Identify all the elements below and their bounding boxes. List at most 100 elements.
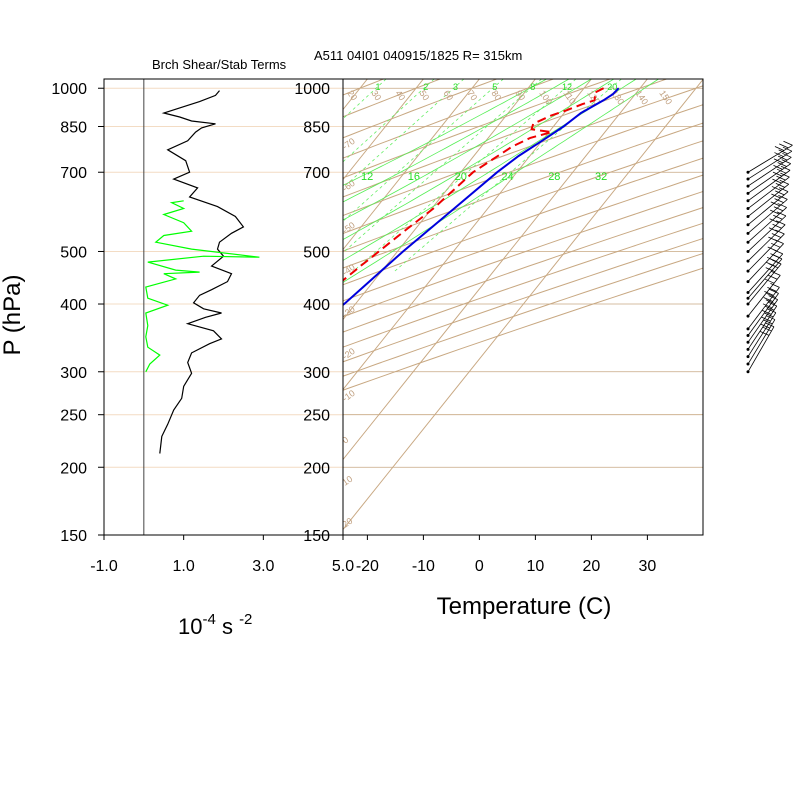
wind-barb-staff: [747, 287, 780, 330]
wind-barb-flag: [782, 152, 792, 158]
wind-barb-flag: [772, 178, 782, 184]
wind-barb-dot: [746, 340, 750, 344]
wind-barb-dot: [746, 370, 750, 374]
dry-adiabat: [343, 79, 667, 198]
skewt-x-tick-label: 20: [582, 558, 600, 575]
wind-barb-flag: [763, 319, 773, 325]
isotherm-line: [343, 79, 703, 531]
wind-barb-flag: [776, 211, 787, 217]
wind-barb-staff: [747, 299, 779, 343]
unit-exp2: -2: [239, 611, 252, 628]
mixing-ratio-line: [343, 79, 435, 163]
wind-barb-flag: [772, 171, 783, 177]
wind-barb-flag: [771, 186, 782, 191]
wind-barb-staff: [747, 326, 775, 372]
dry-adiabat: [343, 79, 497, 139]
wind-barb-flag: [778, 195, 788, 200]
wind-barb-dot: [746, 199, 750, 203]
left-y-tick-label: 850: [60, 120, 87, 137]
dry-adiabat-label: 20: [345, 88, 359, 102]
dry-adiabat: [343, 267, 703, 391]
mixing-ratio-line: [343, 79, 542, 254]
wind-barb-flag: [767, 287, 777, 292]
wind-barb-dot: [746, 296, 750, 300]
wind-barb-flag: [770, 201, 780, 207]
left-y-tick-label: 200: [60, 460, 87, 477]
right-y-tick-label: 300: [303, 365, 330, 382]
dry-adiabat-label: 80: [489, 88, 503, 102]
dry-adiabat-label: 40: [393, 88, 407, 102]
moist-adiabat: [343, 79, 570, 203]
left-x-tick-label: 1.0: [173, 558, 195, 575]
wind-barb-dot: [746, 302, 750, 306]
left-y-tick-label: 400: [60, 297, 87, 314]
right-y-tick-label: 400: [303, 297, 330, 314]
wind-barb-flag: [768, 274, 778, 280]
wind-barb-flag: [773, 164, 783, 170]
wind-barb-dot: [746, 191, 750, 195]
wind-barb-flag: [759, 331, 770, 336]
isotherm-label: 10: [340, 474, 354, 488]
isotherm-line: [0, 79, 255, 535]
left-x-tick-label: 3.0: [252, 558, 274, 575]
wind-barb-staff: [747, 144, 793, 173]
dry-adiabat: [343, 85, 703, 217]
wind-barb-staff: [747, 305, 778, 350]
wind-barb-staff: [747, 263, 782, 305]
wind-barb-staff: [747, 150, 793, 180]
right-y-tick-label: 1000: [294, 81, 330, 98]
right-y-tick-label: 850: [303, 120, 330, 137]
left-y-tick-label: 1000: [51, 81, 87, 98]
wind-barb-flag: [775, 220, 786, 226]
mixing-ratio-label: 3: [453, 82, 458, 92]
wind-barb-flag: [769, 218, 779, 224]
moist-adiabat: [343, 79, 547, 186]
wind-barb-flag: [764, 291, 774, 296]
wind-barb-flag: [773, 206, 784, 212]
wind-barb-flag: [772, 223, 782, 229]
wind-barb-dot: [746, 207, 750, 211]
moist-adiabat-label: 24: [501, 171, 513, 183]
mixing-ratio-label: 8: [530, 82, 535, 92]
unit-base: 10: [178, 614, 202, 639]
dewpoint-line: [343, 87, 605, 282]
left-y-tick-label: 250: [60, 408, 87, 425]
isotherm-line: [343, 79, 592, 391]
dry-adiabat: [343, 79, 554, 159]
isotherm-line: [343, 79, 480, 251]
wind-barb-flag: [775, 190, 785, 196]
wind-barbs: [746, 140, 793, 374]
wind-barb-flag: [766, 256, 777, 262]
wind-barb-flag: [771, 270, 781, 276]
wind-barb-staff: [747, 224, 786, 262]
isotherm-label: 20: [340, 516, 354, 530]
wind-barb-dot: [746, 333, 750, 337]
wind-barb-flag: [776, 168, 787, 174]
wind-barb-staff: [747, 253, 784, 293]
stability-profile-line: [145, 200, 260, 373]
left-y-tick-label: 300: [60, 365, 87, 382]
left-x-tick-label: -1.0: [90, 558, 118, 575]
wind-barb-flag: [764, 305, 775, 311]
wind-barb-dot: [746, 240, 750, 244]
dry-adiabat-label: 30: [369, 88, 383, 102]
left-y-tick-label: 500: [60, 244, 87, 261]
wind-barb-flag: [779, 179, 789, 185]
data-series: [343, 87, 620, 306]
wind-barb-flag: [777, 162, 787, 167]
dry-adiabat-label: 60: [441, 88, 455, 102]
left-panel-title: Brch Shear/Stab Terms: [152, 57, 287, 72]
wind-barb-flag: [761, 316, 771, 322]
wind-barb-dot: [746, 362, 750, 366]
wind-barb-flag: [767, 246, 777, 252]
left-y-tick-label: 700: [60, 165, 87, 182]
dry-adiabat: [343, 157, 703, 286]
wind-barb-flag: [762, 326, 772, 332]
mixing-ratio-label: 5: [492, 82, 497, 92]
dry-adiabat-label: 70: [465, 88, 479, 102]
wind-barb-dot: [746, 184, 750, 188]
mixing-ratio-label: 1: [375, 82, 380, 92]
wind-barb-flag: [764, 322, 775, 328]
